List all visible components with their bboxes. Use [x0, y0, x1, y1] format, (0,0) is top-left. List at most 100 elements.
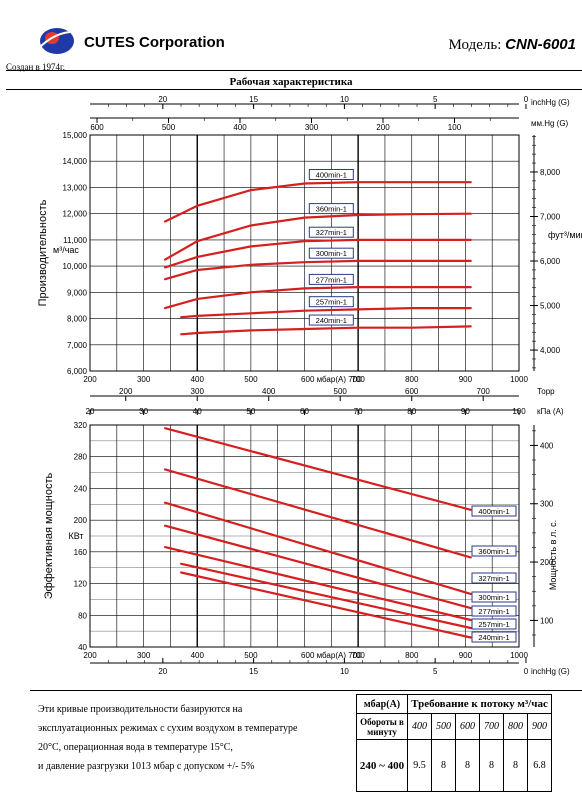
curve-360min-1 [164, 212, 472, 261]
inch-axis-label: inchHg (G) [531, 98, 570, 107]
curve-400min-1 [164, 427, 472, 511]
y-tick-label: 9,000 [67, 288, 88, 297]
right-axis-label: Мощность в л. с. [548, 520, 558, 590]
model-number: CNN-6001 [505, 36, 576, 53]
curve-label: 257min-1 [316, 298, 347, 307]
mbar-col: 400 [407, 713, 432, 740]
inch-tick-label: 10 [340, 95, 349, 104]
note-line: Эти кривые производительности базируются… [38, 704, 243, 715]
mm-axis-label: мм.Hg (G) [531, 119, 569, 128]
x-tick-label: 700 [351, 651, 365, 660]
y-unit-label: КВт [68, 531, 83, 541]
x-tick-label: 400 [191, 651, 205, 660]
right-tick-label: 200 [540, 558, 554, 567]
curve-label: 360min-1 [478, 547, 509, 556]
curve-label: 400min-1 [478, 507, 509, 516]
curve-label-box [471, 505, 517, 517]
y-tick-label: 10,000 [63, 262, 88, 271]
company-name: CUTES Corporation [84, 34, 225, 51]
y-tick-label: 6,000 [67, 367, 88, 376]
curve-label: 277min-1 [316, 275, 347, 284]
x-tick-label: 700 [351, 375, 365, 384]
kpa-tick-label: 90 [461, 407, 470, 416]
speed-range: 240 ~ 400 [356, 739, 408, 792]
right-tick-label: 7,000 [540, 212, 561, 221]
torr-tick-label: 400 [262, 387, 276, 396]
curve-label-box [471, 591, 517, 603]
flow-requirement-table: мбар(A) Требование к потоку м³/час Оборо… [356, 694, 552, 792]
y-tick-label: 7,000 [67, 341, 88, 350]
flow-value: 8 [455, 739, 480, 792]
note-line: 20°C, операционная вода в температуре 15… [38, 742, 233, 753]
y-tick-label: 40 [78, 643, 87, 652]
inch-bottom-axis-label: inchHg (G) [531, 667, 570, 676]
mbar-col: 500 [431, 713, 456, 740]
curve-label-box [471, 618, 517, 630]
right-tick-label: 4,000 [540, 346, 561, 355]
y-axis-label: Эффективная мощность [43, 472, 55, 599]
mbar-header: мбар(A) [356, 694, 408, 714]
mm-tick-label: 100 [448, 123, 462, 132]
mbar-col: 700 [479, 713, 504, 740]
inch-tick-label: 20 [158, 95, 167, 104]
curve-label-box [308, 296, 354, 308]
x-tick-label: 200 [83, 651, 97, 660]
curve-300min-1 [164, 524, 472, 610]
right-tick-label: 8,000 [540, 168, 561, 177]
x-tick-label: 900 [459, 651, 473, 660]
x-axis-center-label: 600 мбар(A) 700 [301, 651, 362, 660]
curve-label: 327min-1 [316, 228, 347, 237]
mbar-col: 800 [503, 713, 528, 740]
y-tick-label: 320 [74, 421, 88, 430]
kpa-tick-label: 20 [86, 407, 95, 416]
x-tick-label: 300 [137, 375, 151, 384]
curve-label: 300min-1 [316, 249, 347, 258]
kpa-tick-label: 50 [246, 407, 255, 416]
notes-rule [30, 690, 582, 691]
founded-text: Создан в 1974г. [6, 62, 65, 72]
curve-label: 240min-1 [316, 316, 347, 325]
curve-label: 257min-1 [478, 620, 509, 629]
curve-label-box [471, 605, 517, 617]
y-tick-label: 80 [78, 611, 87, 620]
curve-label: 327min-1 [478, 574, 509, 583]
curve-label-box [471, 631, 517, 643]
x-tick-label: 900 [459, 375, 473, 384]
kpa-axis-label: кПа (А) [537, 407, 564, 416]
flow-value: 8 [431, 739, 456, 792]
company-logo [38, 28, 80, 54]
curve-240min-1 [180, 571, 472, 639]
curve-277min-1 [164, 545, 472, 622]
y-tick-label: 13,000 [63, 183, 88, 192]
right-tick-label: 6,000 [540, 257, 561, 266]
x-tick-label: 500 [244, 651, 258, 660]
torr-axis-label: Торр [537, 387, 555, 396]
curve-label: 360min-1 [316, 205, 347, 214]
x-tick-label: 300 [137, 651, 151, 660]
note-line: и давление разгрузки 1013 мбар с допуско… [38, 761, 255, 772]
x-axis-center-label: 600 мбар(A) 700 [301, 375, 362, 384]
title-rule [6, 89, 582, 90]
mbar-col: 600 [455, 713, 480, 740]
torr-tick-label: 200 [119, 387, 133, 396]
inch-bottom-tick-label: 0 [524, 667, 529, 676]
y-axis-label: Производительность [37, 199, 49, 306]
mm-tick-label: 600 [90, 123, 104, 132]
mm-tick-label: 200 [376, 123, 390, 132]
curve-label-box [471, 545, 517, 557]
y-tick-label: 160 [74, 548, 88, 557]
y-tick-label: 120 [74, 580, 88, 589]
inch-bottom-tick-label: 15 [249, 667, 258, 676]
flow-value: 9.5 [407, 739, 432, 792]
kpa-tick-label: 70 [354, 407, 363, 416]
y-tick-label: 200 [74, 516, 88, 525]
y-tick-label: 14,000 [63, 157, 88, 166]
curve-360min-1 [164, 468, 472, 559]
inch-tick-label: 5 [433, 95, 438, 104]
speed-header: Обороты в минуту [356, 713, 408, 740]
requirement-header: Требование к потоку м³/час [407, 694, 552, 714]
kpa-tick-label: 60 [300, 407, 309, 416]
x-tick-label: 500 [244, 375, 258, 384]
inch-bottom-tick-label: 10 [340, 667, 349, 676]
torr-tick-label: 300 [191, 387, 205, 396]
